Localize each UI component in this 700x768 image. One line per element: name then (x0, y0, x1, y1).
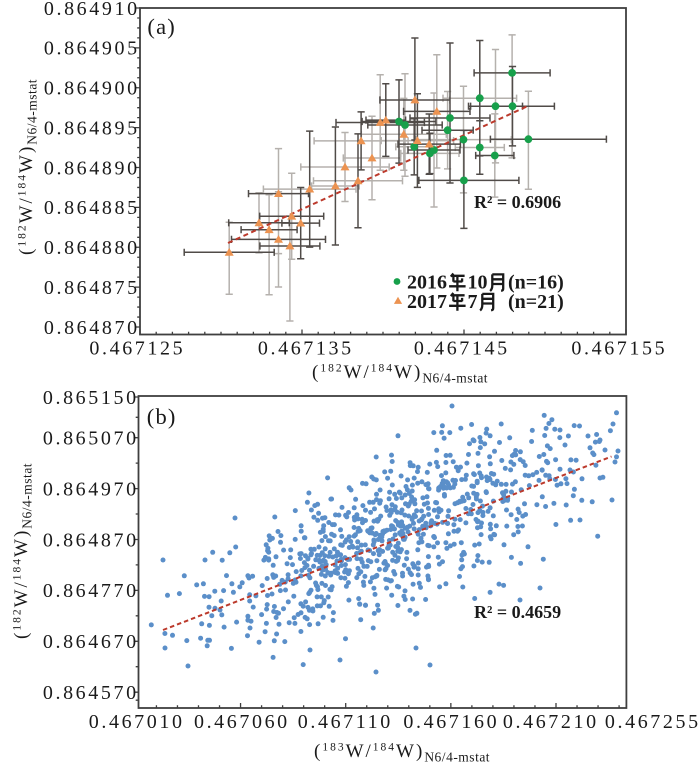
svg-text:0.467060: 0.467060 (194, 711, 290, 733)
svg-text:10: 10 (468, 272, 488, 294)
svg-text:2016: 2016 (407, 272, 447, 294)
svg-text:0.864910: 0.864910 (44, 0, 140, 20)
svg-text:0.864570: 0.864570 (43, 682, 139, 704)
svg-text:0.864870: 0.864870 (44, 317, 140, 339)
svg-text:(182W/184W)N6/4-mstat: (182W/184W)N6/4-mstat (312, 362, 488, 386)
svg-text:(182W/184W)N6/4-mstat: (182W/184W)N6/4-mstat (11, 463, 35, 639)
svg-text:R² = 0.6906: R² = 0.6906 (474, 192, 561, 212)
svg-text:2017: 2017 (407, 291, 447, 313)
svg-text:0.865150: 0.865150 (43, 387, 139, 409)
svg-text:0.864900: 0.864900 (44, 78, 140, 100)
svg-text:0.467125: 0.467125 (89, 338, 185, 360)
svg-text:0.864885: 0.864885 (44, 197, 140, 219)
svg-text:0.467010: 0.467010 (89, 711, 185, 733)
svg-text:0.865070: 0.865070 (43, 428, 139, 450)
svg-text:0.864905: 0.864905 (44, 38, 140, 60)
svg-text:0.467255: 0.467255 (605, 711, 700, 733)
svg-text:(n=21): (n=21) (508, 291, 564, 313)
svg-text:0.864890: 0.864890 (44, 157, 140, 179)
svg-text:(n=16): (n=16) (508, 272, 564, 294)
svg-text:0.467145: 0.467145 (414, 338, 510, 360)
svg-text:0.467110: 0.467110 (298, 711, 393, 733)
svg-text:0.467155: 0.467155 (571, 338, 667, 360)
svg-text:(a): (a) (147, 14, 176, 39)
svg-text:0.864880: 0.864880 (44, 237, 140, 259)
svg-text:0.864895: 0.864895 (44, 117, 140, 139)
svg-text:R² = 0.4659: R² = 0.4659 (474, 602, 561, 622)
svg-text:0.467135: 0.467135 (258, 338, 354, 360)
svg-text:0.864670: 0.864670 (43, 631, 139, 653)
svg-text:(183W/184W)N6/4-mstat: (183W/184W)N6/4-mstat (314, 741, 490, 765)
svg-text:0.467210: 0.467210 (503, 711, 599, 733)
svg-text:7: 7 (468, 291, 478, 313)
svg-text:0.864875: 0.864875 (44, 277, 140, 299)
svg-text:0.864870: 0.864870 (43, 529, 139, 551)
svg-text:0.864970: 0.864970 (43, 478, 139, 500)
svg-text:0.467160: 0.467160 (403, 711, 499, 733)
svg-text:(182W/184W)N6/4-mstat: (182W/184W)N6/4-mstat (16, 79, 40, 255)
svg-text:0.864770: 0.864770 (43, 580, 139, 602)
svg-text:(b): (b) (147, 404, 177, 429)
